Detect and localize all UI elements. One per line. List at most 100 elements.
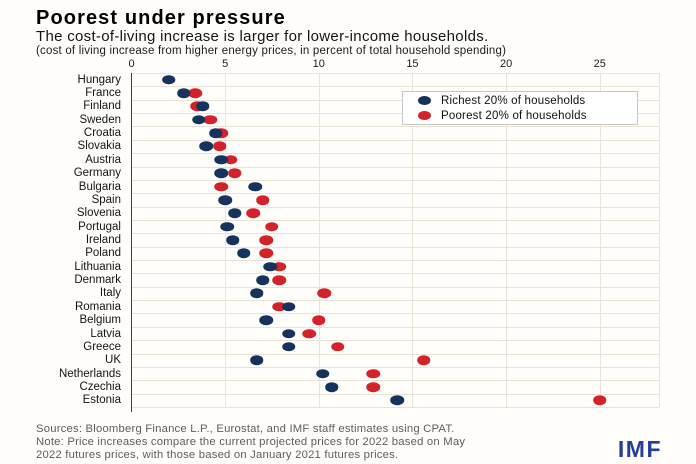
row-gridline: [131, 300, 659, 302]
dot-poorest-latvia: [302, 328, 317, 339]
country-label: Lithuania: [74, 260, 121, 273]
row-gridline: [131, 246, 659, 248]
x-tick-label: 20: [499, 58, 513, 70]
country-label: Germany: [73, 167, 121, 180]
country-label: Slovenia: [76, 207, 121, 220]
row-gridline: [131, 273, 659, 275]
chart-subtitle: The cost-of-living increase is larger fo…: [36, 28, 489, 45]
dot-richest-france: [177, 88, 191, 98]
row-gridline: [131, 153, 659, 155]
legend: Richest 20% of households Poorest 20% of…: [402, 91, 638, 125]
dot-richest-spain: [218, 195, 232, 205]
x-gridline: [225, 73, 227, 407]
dot-poorest-ireland: [259, 235, 274, 245]
dot-poorest-uk: [416, 355, 431, 366]
row-gridline: [131, 353, 659, 355]
row-gridline: [131, 260, 659, 262]
dot-poorest-spain: [255, 195, 270, 205]
row-gridline: [131, 206, 659, 208]
dot-richest-denmark: [255, 275, 270, 285]
country-label: Portugal: [78, 220, 121, 233]
x-tick-label: 15: [406, 58, 419, 70]
country-label: Finland: [83, 100, 121, 113]
row-gridline: [131, 286, 659, 288]
dot-poorest-estonia: [593, 395, 607, 406]
country-label: Denmark: [74, 274, 121, 287]
dot-richest-sweden: [192, 114, 206, 125]
x-axis-spine: [130, 73, 133, 412]
legend-label-richest: Richest 20% of households: [441, 94, 586, 107]
country-label: Netherlands: [58, 367, 121, 380]
legend-row-poorest: Poorest 20% of households: [418, 110, 637, 122]
dot-poorest-romania: [272, 302, 287, 312]
dot-poorest-lithuania: [272, 261, 287, 272]
row-gridline: [131, 219, 659, 221]
chart-title: Poorest under pressure: [36, 7, 286, 29]
sources-line: Sources: Bloomberg Finance L.P., Eurosta…: [36, 423, 455, 435]
x-gridline: [318, 73, 320, 407]
dot-poorest-austria: [224, 155, 238, 165]
country-label: Hungary: [77, 73, 121, 86]
note-line-1: Note: Price increases compare the curren…: [36, 436, 466, 448]
dot-richest-portugal: [220, 221, 234, 232]
row-gridline: [131, 86, 659, 88]
dot-richest-germany: [214, 168, 229, 178]
dot-richest-ireland: [225, 235, 240, 245]
row-gridline: [131, 126, 659, 128]
poorest-dot-icon: [418, 110, 431, 121]
dot-richest-slovakia: [199, 141, 214, 152]
x-gridline: [506, 73, 508, 407]
dot-richest-netherlands: [315, 368, 330, 379]
dot-poorest-slovenia: [246, 208, 260, 219]
country-label: Poland: [85, 247, 121, 260]
row-gridline: [131, 139, 659, 141]
country-label: Bulgaria: [78, 180, 121, 193]
dot-richest-lithuania: [263, 261, 277, 272]
country-label: Austria: [85, 153, 121, 166]
dot-poorest-sweden: [203, 114, 217, 125]
row-gridline: [131, 380, 659, 382]
dot-poorest-france: [188, 88, 202, 98]
dot-richest-estonia: [390, 395, 405, 406]
dot-richest-czechia: [325, 382, 339, 392]
dot-richest-romania: [282, 302, 296, 312]
country-label: Croatia: [83, 127, 121, 140]
chart-unit-note: (cost of living increase from higher ene…: [36, 45, 507, 57]
dot-richest-austria: [214, 155, 229, 165]
row-gridline: [131, 166, 659, 168]
x-tick-label: 10: [312, 58, 325, 70]
dot-richest-slovenia: [227, 208, 242, 219]
dot-richest-bulgaria: [248, 181, 262, 192]
legend-row-richest: Richest 20% of households: [418, 95, 637, 107]
country-label: Italy: [99, 287, 121, 300]
legend-label-poorest: Poorest 20% of households: [441, 109, 587, 122]
dot-poorest-greece: [330, 342, 345, 352]
dot-richest-belgium: [259, 315, 274, 325]
country-label: Belgium: [79, 314, 121, 327]
row-gridline: [131, 113, 659, 115]
dot-poorest-netherlands: [366, 368, 380, 379]
dot-richest-poland: [237, 248, 251, 259]
country-label: Estonia: [82, 394, 121, 407]
row-gridline: [131, 179, 659, 181]
x-gridline: [599, 73, 601, 407]
x-tick-label: 25: [593, 58, 606, 70]
note-line-2: 2022 futures prices, with those based on…: [36, 449, 399, 461]
dot-richest-finland: [195, 101, 210, 112]
country-label: Sweden: [79, 113, 121, 126]
dot-richest-latvia: [282, 328, 296, 339]
dot-poorest-czechia: [366, 382, 380, 392]
x-tick-label: 5: [222, 58, 229, 70]
dot-poorest-poland: [259, 248, 274, 259]
row-gridline: [131, 366, 659, 368]
plot-right-border: [659, 73, 660, 407]
country-label: France: [85, 87, 121, 100]
dot-poorest-belgium: [312, 315, 326, 325]
country-label: Slovakia: [77, 140, 121, 153]
dot-poorest-portugal: [265, 221, 279, 232]
row-gridline: [131, 407, 659, 408]
dot-richest-uk: [250, 355, 264, 366]
country-label: Latvia: [90, 327, 121, 340]
row-gridline: [131, 233, 659, 235]
